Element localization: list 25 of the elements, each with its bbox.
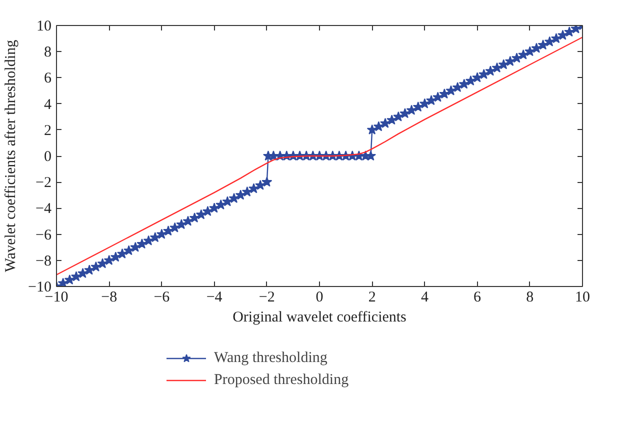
x-tick-label: 8 — [526, 290, 534, 306]
legend-label: Proposed thresholding — [214, 372, 349, 388]
y-tick-label: 0 — [44, 149, 52, 165]
y-tick-label: 6 — [44, 70, 52, 87]
y-tick-label: −6 — [36, 227, 52, 244]
y-tick-label: −8 — [36, 253, 52, 270]
y-tick-label: −4 — [36, 201, 52, 218]
x-tick-label: 6 — [474, 290, 482, 306]
legend-label: Wang thresholding — [214, 350, 328, 366]
x-tick-label: −4 — [206, 290, 223, 306]
y-tick-label: 2 — [44, 122, 52, 139]
y-axis-title: Wavelet coefficients after thresholding — [3, 39, 20, 272]
x-axis-title: Original wavelet coefficients — [232, 310, 407, 326]
y-tick-label: 8 — [44, 44, 52, 61]
y-tick-label: −10 — [28, 280, 52, 296]
y-tick-label: 4 — [44, 96, 52, 113]
x-tick-label: −6 — [154, 290, 170, 306]
x-tick-label: 4 — [420, 290, 429, 306]
x-tick-label: −2 — [258, 290, 275, 306]
y-tick-label: −2 — [36, 175, 52, 192]
x-tick-label: −8 — [101, 290, 118, 306]
x-tick-label: 10 — [575, 290, 590, 306]
x-tick-label: 2 — [368, 290, 376, 306]
y-tick-label: 10 — [36, 18, 52, 34]
x-tick-label: 0 — [316, 290, 324, 306]
